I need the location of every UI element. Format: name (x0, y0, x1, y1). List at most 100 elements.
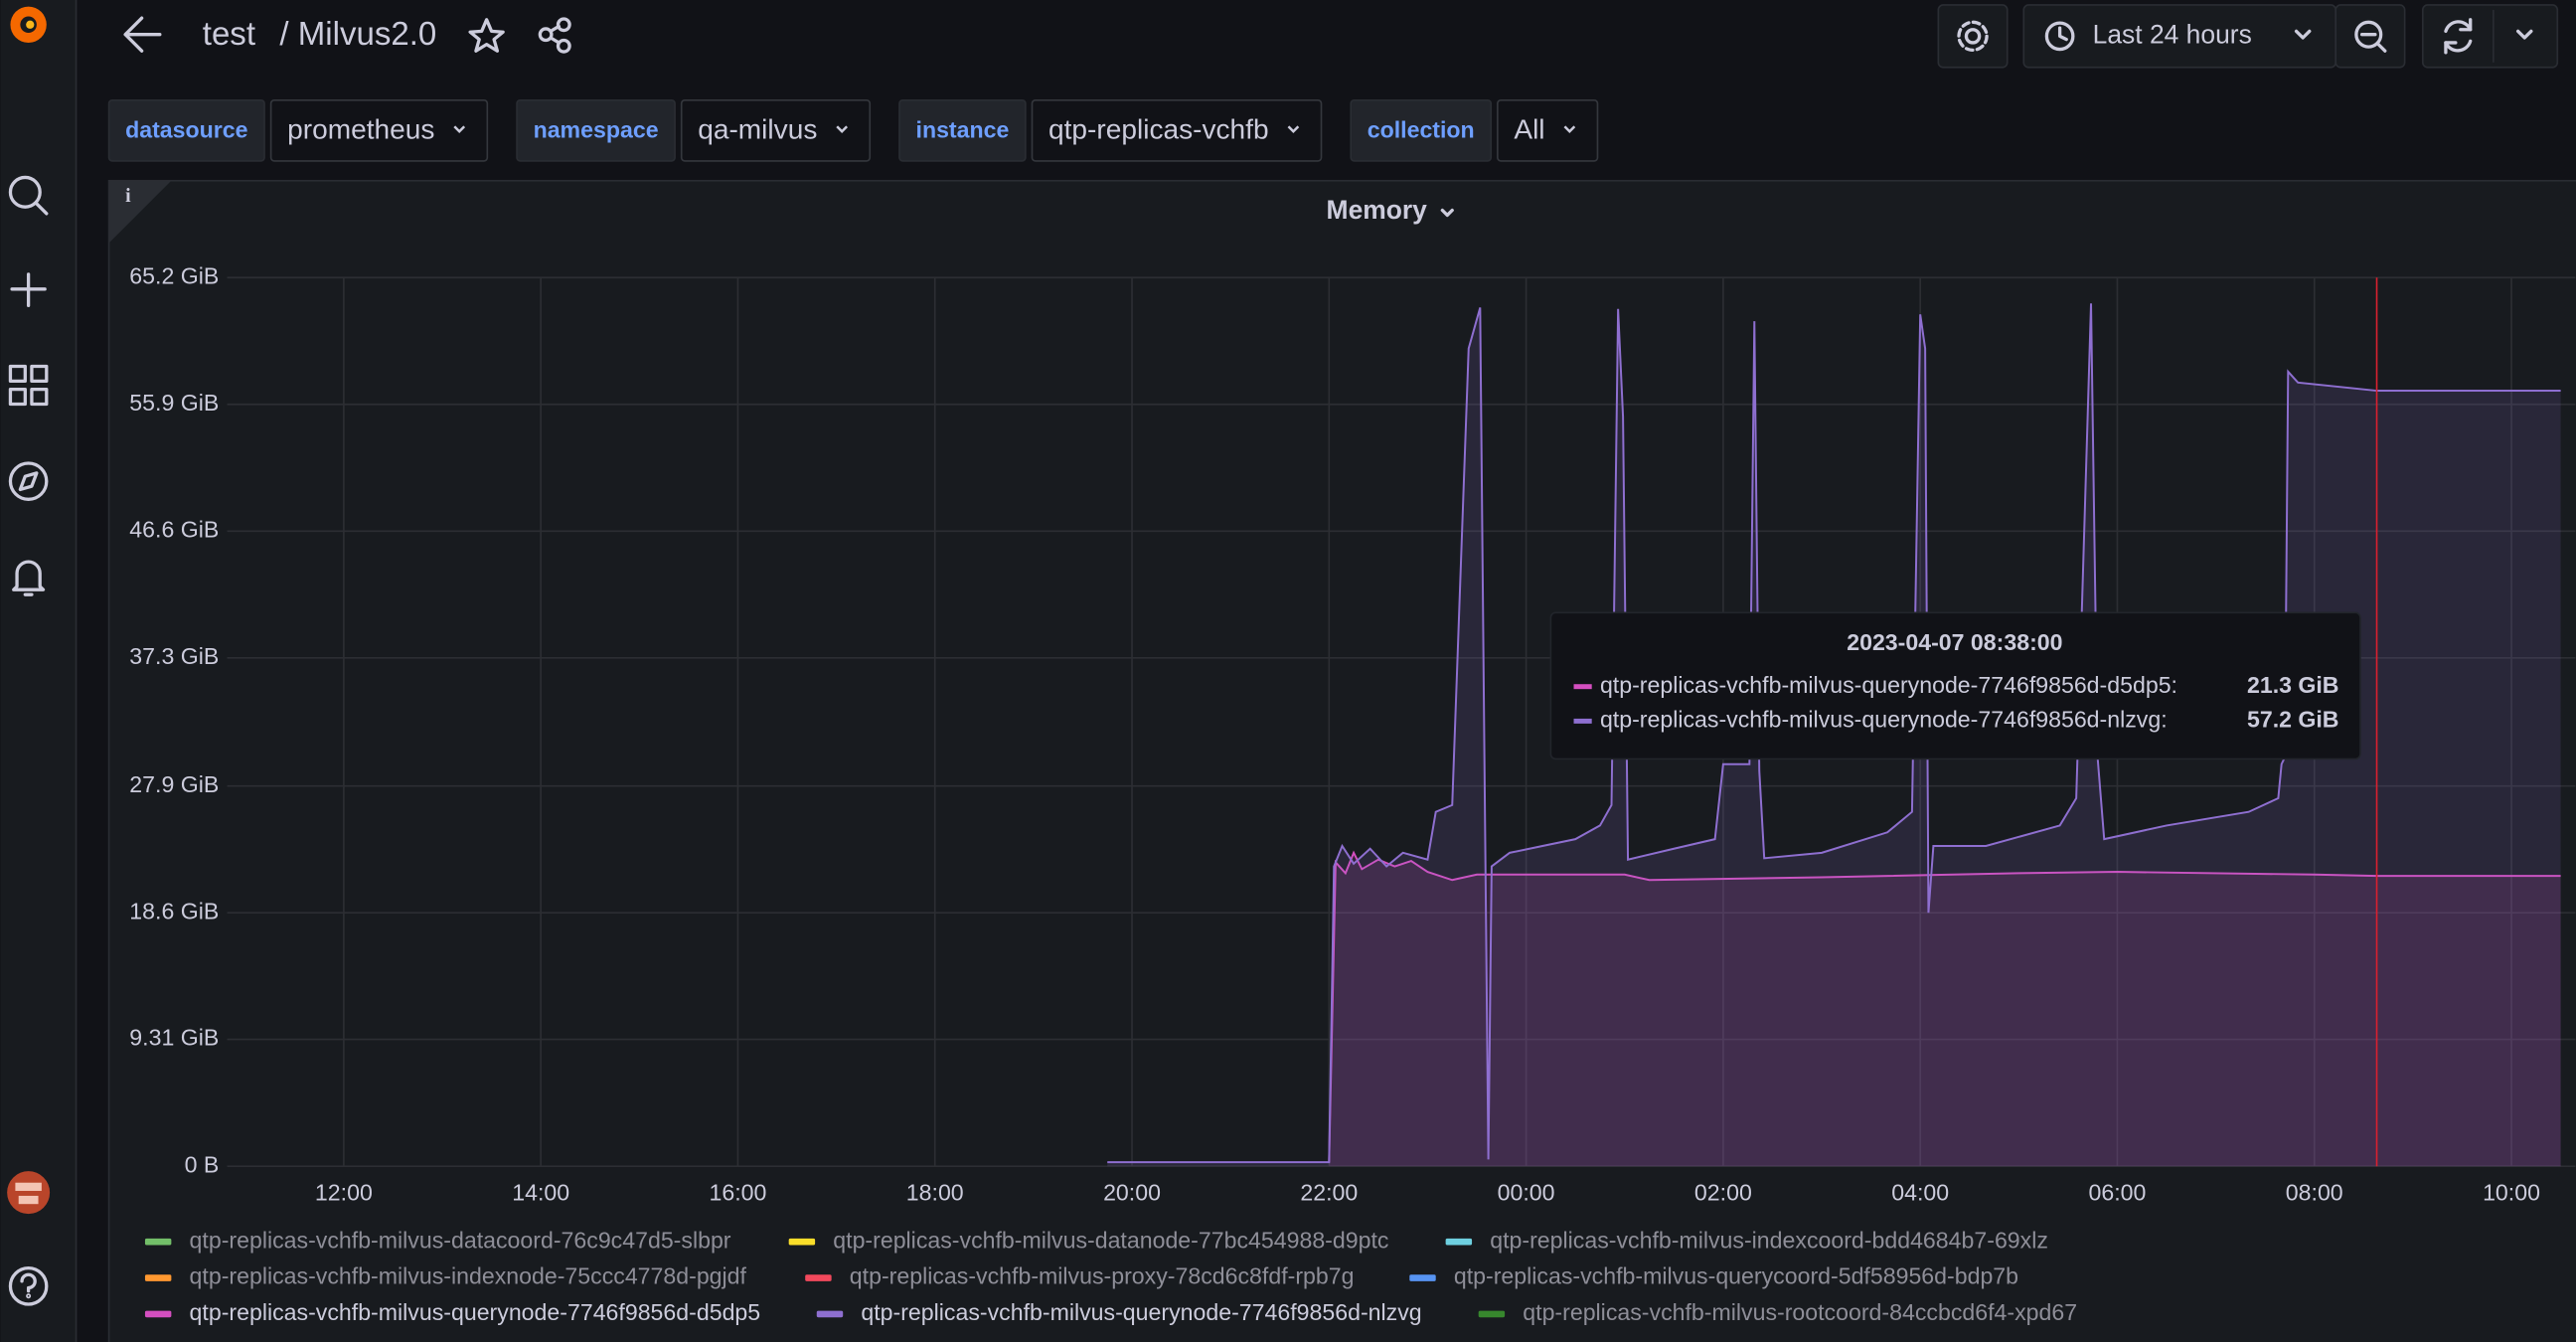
legend-swatch[interactable] (144, 1238, 172, 1246)
legend-swatch[interactable] (788, 1238, 816, 1246)
user-avatar[interactable] (7, 1171, 51, 1215)
variable-caret (836, 125, 848, 133)
x-tick-label: 18:00 (906, 1179, 964, 1205)
panel-info-icon[interactable]: i (125, 185, 131, 207)
clock-icon (2044, 21, 2075, 52)
zoom-out-icon (2354, 20, 2387, 53)
star-button[interactable] (468, 18, 505, 53)
variable-caret (453, 125, 466, 133)
x-tick-label: 06:00 (2089, 1179, 2147, 1205)
variable-label: namespace (534, 116, 659, 142)
dashboard-title: / Milvus2.0 (279, 16, 436, 53)
tooltip-series: qtp-replicas-vchfb-milvus-querynode-7746… (1600, 707, 2168, 733)
legend-label[interactable]: qtp-replicas-vchfb-milvus-rootcoord-84cc… (1523, 1299, 2077, 1325)
y-tick-label: 46.6 GiB (129, 516, 219, 542)
series-area (1329, 852, 2561, 1167)
variable-label: collection (1368, 116, 1475, 142)
settings-icon (1957, 20, 1989, 53)
plot: 0 B 9.31 GiB 18.6 GiB 27.9 GiB 37.3 GiB 46.6 … (129, 262, 2576, 1205)
y-tick-label: 9.31 GiB (129, 1025, 219, 1051)
legend-swatch[interactable] (805, 1274, 832, 1281)
legend-swatch[interactable] (1478, 1310, 1506, 1318)
legend-label[interactable]: qtp-replicas-vchfb-milvus-datacoord-76c9… (190, 1227, 731, 1253)
series-area (1107, 303, 2561, 1167)
x-tick-label: 08:00 (2286, 1179, 2343, 1205)
variable-caret (1563, 125, 1576, 133)
x-tick-label: 04:00 (1891, 1179, 1949, 1205)
search-icon[interactable] (8, 175, 49, 216)
x-tick-label: 10:00 (2483, 1179, 2540, 1205)
explore-icon[interactable] (8, 461, 49, 501)
help-icon[interactable] (8, 1265, 49, 1306)
legend-swatch[interactable] (1409, 1274, 1436, 1281)
panel (107, 179, 2576, 1342)
variable-caret (1287, 125, 1300, 133)
back-button[interactable] (123, 16, 162, 53)
series-line (1107, 303, 2561, 1164)
y-tick-label: 27.9 GiB (129, 771, 219, 797)
x-tick-label: 02:00 (1694, 1179, 1752, 1205)
refresh-icon (2444, 18, 2473, 55)
y-tick-label: 65.2 GiB (129, 262, 219, 288)
variable-label-box (516, 98, 676, 162)
settings-button[interactable] (1937, 4, 2009, 69)
grafana-logo[interactable] (10, 6, 47, 43)
time-picker-caret (2294, 29, 2312, 40)
tooltip: 2023-04-07 08:38:00 qtp-replicas-vchfb-mi… (1549, 611, 2361, 760)
x-tick-label: 20:00 (1103, 1179, 1161, 1205)
legend-label[interactable]: qtp-replicas-vchfb-milvus-querynode-7746… (190, 1299, 761, 1325)
panel-menu-caret[interactable] (1440, 208, 1454, 218)
variable-label: instance (916, 116, 1010, 142)
tooltip-title: 2023-04-07 08:38:00 (1847, 629, 2062, 655)
variable-select[interactable] (1497, 98, 1599, 162)
variable-value[interactable]: qa-milvus (698, 114, 817, 145)
legend-label[interactable]: qtp-replicas-vchfb-milvus-proxy-78cd6c8f… (850, 1263, 1355, 1289)
alerting-icon[interactable] (12, 560, 46, 596)
y-tick-label: 55.9 GiB (129, 390, 219, 416)
series-line (1328, 850, 2561, 1163)
tooltip-series: qtp-replicas-vchfb-milvus-querynode-7746… (1600, 672, 2177, 698)
legend-label[interactable]: qtp-replicas-vchfb-milvus-datanode-77bc4… (833, 1227, 1388, 1253)
sidebar (0, 0, 77, 1342)
variable-value[interactable]: prometheus (287, 114, 434, 145)
panel-title[interactable]: Memory (1327, 195, 1428, 225)
legend-swatch[interactable] (144, 1274, 172, 1281)
tooltip-value: 21.3 GiB (2247, 672, 2339, 698)
refresh-interval-caret[interactable] (2515, 29, 2533, 40)
legend-swatch[interactable] (144, 1310, 172, 1318)
variables-bar: datasource prometheus namespace qa-milvus in… (107, 98, 1599, 162)
variable-label: datasource (125, 116, 248, 142)
variable-select[interactable] (1031, 98, 1323, 162)
y-tick-label: 0 B (185, 1151, 220, 1177)
legend-swatch[interactable] (1445, 1238, 1473, 1246)
dashboards-icon[interactable] (8, 364, 49, 407)
legend-label[interactable]: qtp-replicas-vchfb-milvus-querynode-7746… (861, 1299, 1421, 1325)
legend-label[interactable]: qtp-replicas-vchfb-milvus-querycoord-5df… (1454, 1263, 2018, 1289)
tooltip-box (1549, 611, 2361, 760)
y-tick-label: 37.3 GiB (129, 643, 219, 669)
panel-info-corner (108, 180, 172, 244)
variable-select[interactable] (269, 98, 489, 162)
legend-swatch[interactable] (816, 1310, 844, 1318)
x-tick-label: 22:00 (1300, 1179, 1358, 1205)
time-range: Last 24 hours (2093, 19, 2252, 49)
variable-value[interactable]: All (1514, 114, 1544, 145)
share-button[interactable] (538, 17, 571, 54)
x-tick-label: 14:00 (512, 1179, 569, 1205)
folder-link[interactable]: test (203, 16, 255, 53)
variable-label-box (107, 98, 265, 162)
legend-label[interactable]: qtp-replicas-vchfb-milvus-indexcoord-bdd… (1490, 1227, 2048, 1253)
legend: qtp-replicas-vchfb-milvus-datacoord-76c9… (144, 1227, 2077, 1325)
variable-select[interactable] (680, 98, 872, 162)
variable-value[interactable]: qtp-replicas-vchfb (1048, 114, 1269, 145)
refresh-button[interactable] (2421, 4, 2559, 69)
create-icon[interactable] (10, 272, 47, 307)
x-tick-label: 16:00 (710, 1179, 767, 1205)
x-tick-label: 00:00 (1498, 1179, 1555, 1205)
x-tick-label: 12:00 (315, 1179, 373, 1205)
legend-label[interactable]: qtp-replicas-vchfb-milvus-indexnode-75cc… (190, 1263, 747, 1289)
variable-label-box (898, 98, 1027, 162)
tooltip-swatch (1573, 684, 1592, 690)
tooltip-swatch (1573, 718, 1592, 724)
